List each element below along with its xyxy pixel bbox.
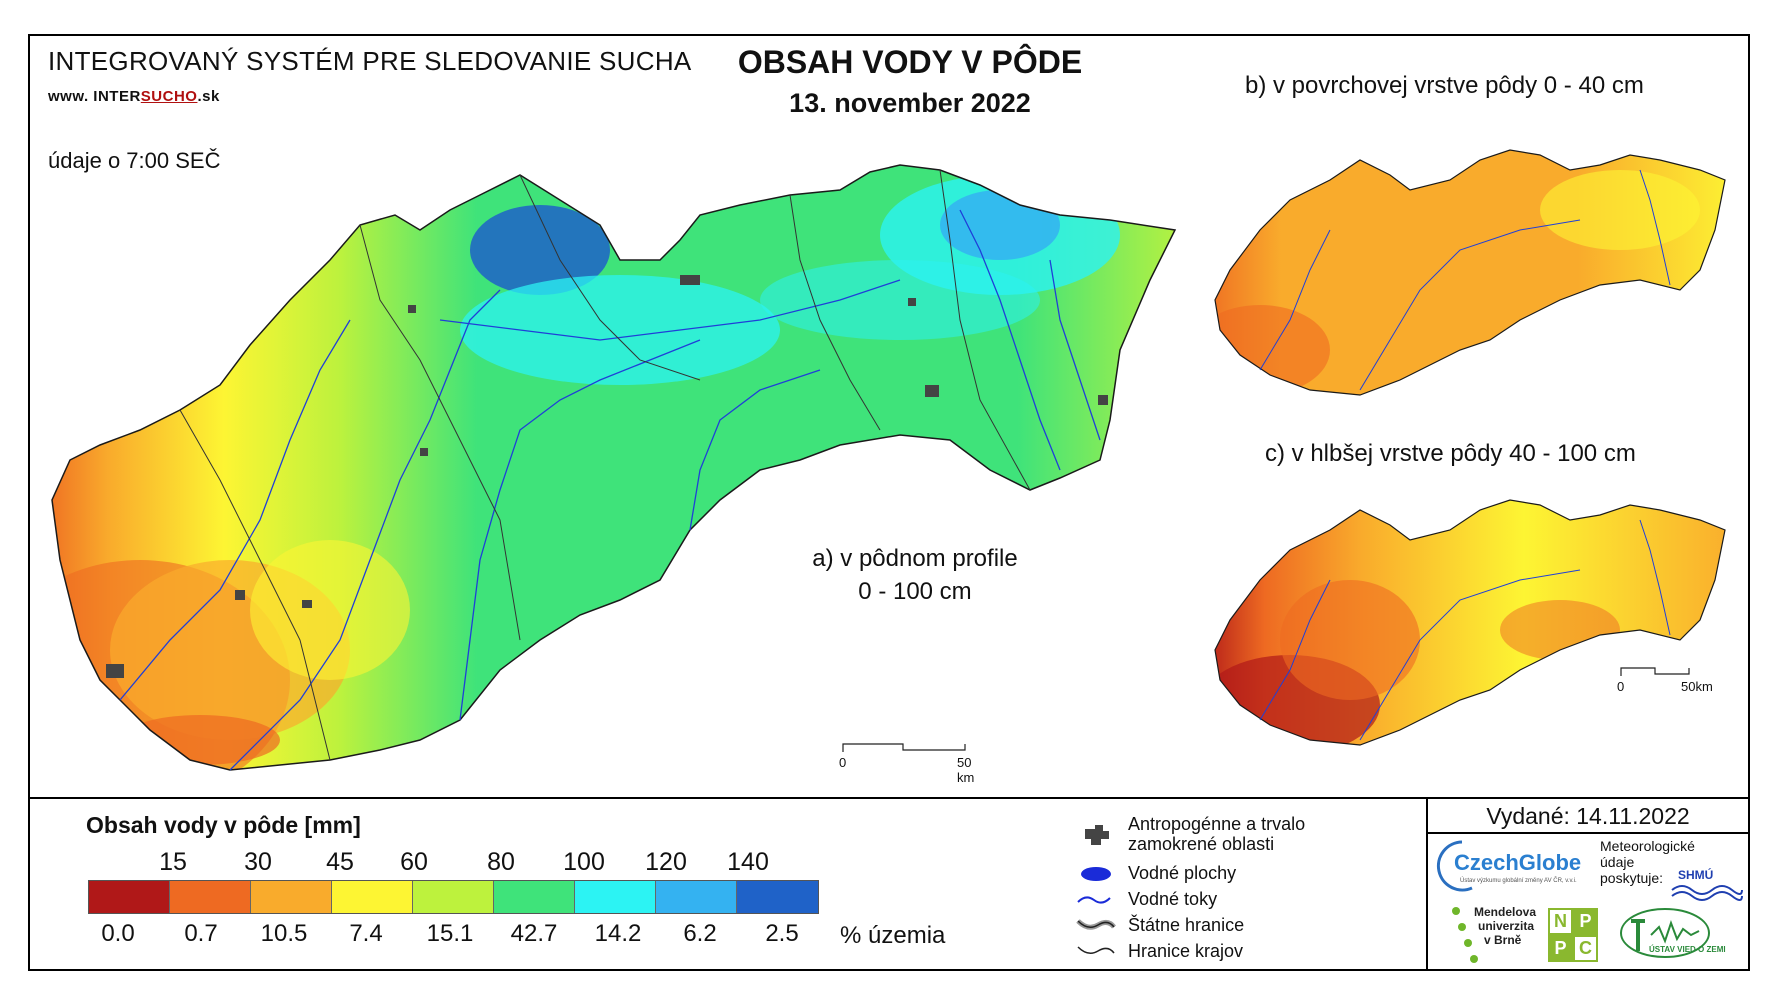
class-percent: 2.5 — [765, 920, 799, 947]
percent-unit: % územia — [840, 922, 946, 949]
legend-swatch — [413, 881, 494, 913]
shmu-name: SHMÚ — [1678, 868, 1714, 882]
url-suffix: .sk — [197, 88, 220, 105]
urban-area-icon — [1070, 821, 1122, 847]
mendel-dot-icon — [1464, 939, 1472, 947]
class-percent: 14.2 — [594, 920, 642, 947]
map-b-label: b) v povrchovej vrstve pôdy 0 - 40 cm — [1245, 72, 1644, 99]
key-region-border-label: Hranice krajov — [1128, 941, 1244, 961]
class-percent: 0.0 — [101, 920, 135, 947]
river-icon — [1070, 886, 1122, 912]
legend-thresholds: 15 30 45 60 80 100 120 140 — [88, 848, 828, 878]
meteo-line2: údaje — [1600, 854, 1635, 870]
legend-swatch — [494, 881, 575, 913]
threshold-label: 15 — [159, 848, 187, 876]
map-c-subsoil — [1214, 499, 1726, 746]
scale-bar-c: 0 50km — [1615, 664, 1735, 704]
key-rivers-label: Vodné toky — [1128, 889, 1218, 909]
nppc-n: N — [1548, 908, 1573, 935]
map-a-soil-profile — [51, 164, 1176, 771]
legend-divider — [28, 797, 1750, 799]
scale-a-start: 0 — [839, 755, 847, 770]
legend-swatch — [251, 881, 332, 913]
legend-swatch — [89, 881, 170, 913]
meteo-line1: Meteorologické — [1600, 838, 1695, 854]
mendel-line1: Mendelova — [1474, 905, 1537, 919]
water-body-icon — [1070, 860, 1122, 886]
meteo-line3: poskytuje: — [1600, 870, 1664, 886]
update-time: údaje o 7:00 SEČ — [48, 148, 221, 173]
uvz-name: ÚSTAV VIED O ZEMI — [1649, 945, 1726, 954]
scale-c-start: 0 — [1617, 679, 1625, 694]
map-date: 13. november 2022 — [789, 88, 1031, 118]
page-title: OBSAH VODY V PÔDE — [737, 44, 1083, 80]
map-c-label: c) v hlbšej vrstve pôdy 40 - 100 cm — [1265, 440, 1636, 467]
partner-divider — [1426, 797, 1428, 971]
czechglobe-logo: CzechGlobe Ústav výzkumu globální změny … — [1432, 836, 1592, 896]
meteo-provider: Meteorologické údaje poskytuje: — [1600, 838, 1695, 886]
map-a-label: a) v pôdnom profile — [812, 545, 1018, 572]
nppc-p2: P — [1548, 935, 1573, 962]
class-percent: 42.7 — [510, 920, 558, 947]
threshold-label: 30 — [244, 848, 272, 876]
legend-swatch — [656, 881, 737, 913]
map-frame — [28, 34, 1750, 971]
threshold-label: 60 — [400, 848, 428, 876]
key-state-border-label: Štátne hranice — [1128, 915, 1245, 935]
map-b-topsoil — [1214, 149, 1726, 396]
threshold-label: 80 — [487, 848, 515, 876]
key-region-border: Hranice krajov — [1070, 938, 1243, 964]
class-percent: 10.5 — [260, 920, 308, 947]
url-highlight: SUCHO — [140, 88, 198, 105]
nppc-c: C — [1573, 935, 1598, 962]
nppc-logo: N P P C — [1548, 908, 1598, 962]
mendel-dot-icon — [1470, 955, 1478, 963]
threshold-label: 140 — [727, 848, 769, 876]
key-state-border: Štátne hranice — [1070, 912, 1244, 938]
mendel-dot-icon — [1452, 907, 1460, 915]
threshold-label: 45 — [326, 848, 354, 876]
czechglobe-name: CzechGlobe — [1454, 850, 1582, 875]
legend-swatch — [332, 881, 413, 913]
mendel-line3: v Brně — [1484, 933, 1522, 947]
key-urban-label: Antropogénne a trvalo zamokrené oblasti — [1128, 814, 1306, 854]
czechglobe-subtitle: Ústav výzkumu globální změny AV ČR, v.v.… — [1460, 878, 1577, 884]
uvz-logo: ÚSTAV VIED O ZEMI — [1615, 905, 1735, 965]
class-percent: 15.1 — [426, 920, 474, 947]
key-rivers: Vodné toky — [1070, 886, 1217, 912]
legend-swatch — [737, 881, 818, 913]
class-percent: 7.4 — [349, 920, 383, 947]
key-water-bodies-label: Vodné plochy — [1128, 863, 1237, 883]
map-a-depth: 0 - 100 cm — [858, 578, 972, 605]
legend-color-bar — [88, 880, 819, 914]
threshold-label: 100 — [563, 848, 605, 876]
issued-divider — [1426, 832, 1750, 834]
state-border-icon — [1070, 912, 1122, 938]
mendel-dot-icon — [1458, 923, 1466, 931]
url-prefix: www. INTER — [48, 88, 141, 105]
scale-c-end: 50km — [1681, 679, 1713, 694]
legend-percentages: 0.0 0.7 10.5 7.4 15.1 42.7 14.2 6.2 2.5 — [88, 920, 888, 950]
shmu-logo: SHMÚ — [1668, 868, 1744, 902]
org-title: INTEGROVANÝ SYSTÉM PRE SLEDOVANIE SUCHA — [48, 46, 692, 76]
scale-bar-a: 0 50 km — [835, 740, 985, 785]
threshold-label: 120 — [645, 848, 687, 876]
key-urban: Antropogénne a trvalo zamokrené oblasti — [1070, 812, 1305, 856]
scale-a-end: 50 km — [957, 755, 975, 785]
mendel-logo: Mendelova univerzita v Brně — [1452, 905, 1537, 963]
class-percent: 6.2 — [683, 920, 717, 947]
org-url[interactable]: www. INTERSUCHO.sk — [48, 88, 220, 105]
key-water-bodies: Vodné plochy — [1070, 860, 1236, 886]
class-percent: 0.7 — [184, 920, 218, 947]
legend-swatch — [170, 881, 251, 913]
legend-swatch — [575, 881, 656, 913]
mendel-line2: univerzita — [1478, 919, 1535, 933]
issued-date: Vydané: 14.11.2022 — [1486, 803, 1690, 829]
legend-title: Obsah vody v pôde [mm] — [86, 812, 361, 838]
nppc-p1: P — [1573, 908, 1598, 935]
region-border-icon — [1070, 938, 1122, 964]
